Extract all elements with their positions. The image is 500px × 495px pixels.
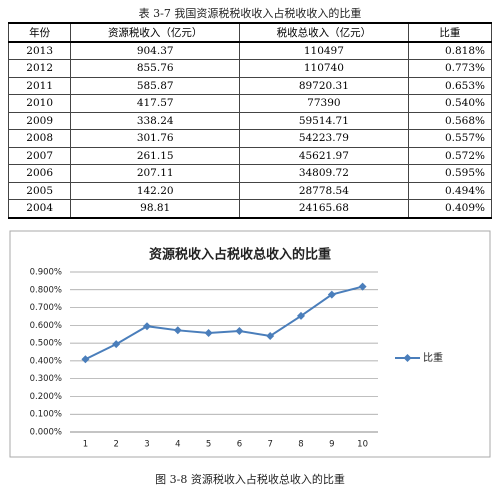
table-cell: 2004 bbox=[7, 199, 72, 219]
table-cell: 417.57 bbox=[70, 94, 241, 113]
table-cell: 2007 bbox=[7, 146, 72, 165]
table-cell: 0.572% bbox=[407, 146, 493, 165]
x-tick-label: 2 bbox=[113, 440, 118, 450]
y-tick-label: 0.000% bbox=[30, 428, 62, 438]
table-cell: 98.81 bbox=[70, 199, 241, 219]
table-cell: 2013 bbox=[7, 41, 72, 60]
table-cell: 2011 bbox=[7, 76, 72, 95]
table-row: 2010 417.57 77390 0.540% bbox=[7, 94, 493, 113]
table-cell: 0.540% bbox=[407, 94, 493, 113]
header-row: 年份 资源税收入（亿元） 税收总收入（亿元） 比重 bbox=[7, 22, 493, 43]
column-header: 年份 bbox=[7, 22, 72, 43]
table-row: 2013 904.37 110497 0.818% bbox=[7, 41, 493, 60]
x-tick-label: 8 bbox=[298, 440, 303, 450]
table-cell: 0.557% bbox=[407, 129, 493, 148]
table-row: 2009 338.24 59514.71 0.568% bbox=[7, 111, 493, 130]
x-tick-label: 10 bbox=[357, 440, 368, 450]
table-row: 2008 301.76 54223.79 0.557% bbox=[7, 129, 493, 148]
table-cell: 585.87 bbox=[70, 76, 241, 95]
table-cell: 0.818% bbox=[407, 41, 493, 60]
table-cell: 2012 bbox=[7, 59, 72, 78]
y-tick-label: 0.200% bbox=[30, 392, 62, 402]
chart-title: 资源税收入占税收总收入的比重 bbox=[149, 247, 331, 263]
point bbox=[173, 326, 182, 335]
x-tick-label: 4 bbox=[175, 440, 180, 450]
point bbox=[297, 311, 305, 320]
legend-marker bbox=[403, 354, 412, 362]
chart-frame bbox=[9, 230, 491, 458]
data-table: 年份 资源税收入（亿元） 税收总收入（亿元） 比重 2013 904.37 110497 0.… bbox=[7, 22, 493, 219]
table-cell: 0.568% bbox=[407, 111, 493, 130]
table-row: 2005 142.20 28778.54 0.494% bbox=[7, 181, 493, 200]
point bbox=[358, 282, 367, 291]
table-cell: 110497 bbox=[239, 41, 409, 60]
table-row: 2004 98.81 24165.68 0.409% bbox=[7, 199, 493, 219]
y-tick-label: 0.900% bbox=[30, 268, 62, 278]
table-cell: 2006 bbox=[7, 164, 72, 183]
table-cell: 2009 bbox=[7, 111, 72, 130]
table-cell: 2010 bbox=[7, 94, 72, 113]
table-cell: 2008 bbox=[7, 129, 72, 148]
table-cell: 45621.97 bbox=[239, 146, 409, 165]
point bbox=[81, 355, 90, 364]
column-header: 税收总收入（亿元） bbox=[239, 22, 409, 43]
table-cell: 59514.71 bbox=[239, 111, 409, 130]
point bbox=[266, 332, 275, 340]
table-cell: 24165.68 bbox=[239, 199, 409, 219]
y-tick-label: 0.400% bbox=[30, 356, 62, 366]
table-cell: 301.76 bbox=[70, 129, 241, 148]
table-cell: 54223.79 bbox=[239, 129, 409, 148]
chart: 资源税收入占税收总收入的比重 0.000% 0.100% 0.200% 0.300% 0… bbox=[9, 230, 491, 458]
y-tick-label: 0.300% bbox=[30, 374, 62, 384]
table-cell: 2005 bbox=[7, 181, 72, 200]
table-row: 2011 585.87 89720.31 0.653% bbox=[7, 76, 493, 95]
y-tick-label: 0.800% bbox=[30, 285, 62, 295]
point bbox=[112, 340, 121, 349]
table-cell: 34809.72 bbox=[239, 164, 409, 183]
column-header: 比重 bbox=[407, 22, 493, 43]
y-tick-label: 0.500% bbox=[30, 339, 62, 349]
point bbox=[327, 290, 336, 299]
table-cell: 110740 bbox=[239, 59, 409, 78]
point bbox=[235, 327, 244, 336]
column-header: 资源税收入（亿元） bbox=[70, 22, 241, 43]
table-row: 2007 261.15 45621.97 0.572% bbox=[7, 146, 493, 165]
table-cell: 207.11 bbox=[70, 164, 241, 183]
table-caption: 表 3-7 我国资源税税收收入占税收收入的比重 bbox=[138, 7, 362, 20]
table-cell: 77390 bbox=[239, 94, 409, 113]
y-tick-label: 0.600% bbox=[30, 321, 62, 331]
table-row: 2012 855.76 110740 0.773% bbox=[7, 59, 493, 78]
x-tick-label: 5 bbox=[206, 440, 211, 450]
table-cell: 0.595% bbox=[407, 164, 493, 183]
x-tick-label: 6 bbox=[237, 440, 242, 450]
x-tick-label: 7 bbox=[267, 440, 272, 450]
table-cell: 855.76 bbox=[70, 59, 241, 78]
table-row: 2006 207.11 34809.72 0.595% bbox=[7, 164, 493, 183]
x-tick-label: 9 bbox=[329, 440, 334, 450]
x-tick-label: 1 bbox=[83, 440, 88, 450]
table-cell: 0.409% bbox=[407, 199, 493, 219]
point bbox=[204, 328, 213, 337]
table-cell: 0.653% bbox=[407, 76, 493, 95]
table-cell: 904.37 bbox=[70, 41, 241, 60]
table-cell: 28778.54 bbox=[239, 181, 409, 200]
table-cell: 0.494% bbox=[407, 181, 493, 200]
table-cell: 338.24 bbox=[70, 111, 241, 130]
y-tick-label: 0.700% bbox=[30, 303, 62, 313]
y-tick-label: 0.100% bbox=[30, 410, 62, 420]
table-cell: 0.773% bbox=[407, 59, 493, 78]
table-cell: 142.20 bbox=[70, 181, 241, 200]
figure-caption: 图 3-8 资源税收入占税收总收入的比重 bbox=[155, 473, 345, 486]
table-cell: 89720.31 bbox=[239, 76, 409, 95]
x-tick-label: 3 bbox=[144, 440, 149, 450]
point bbox=[143, 322, 151, 331]
series-line bbox=[84, 285, 363, 361]
legend-label: 比重 bbox=[423, 351, 443, 364]
table-cell: 261.15 bbox=[70, 146, 241, 165]
